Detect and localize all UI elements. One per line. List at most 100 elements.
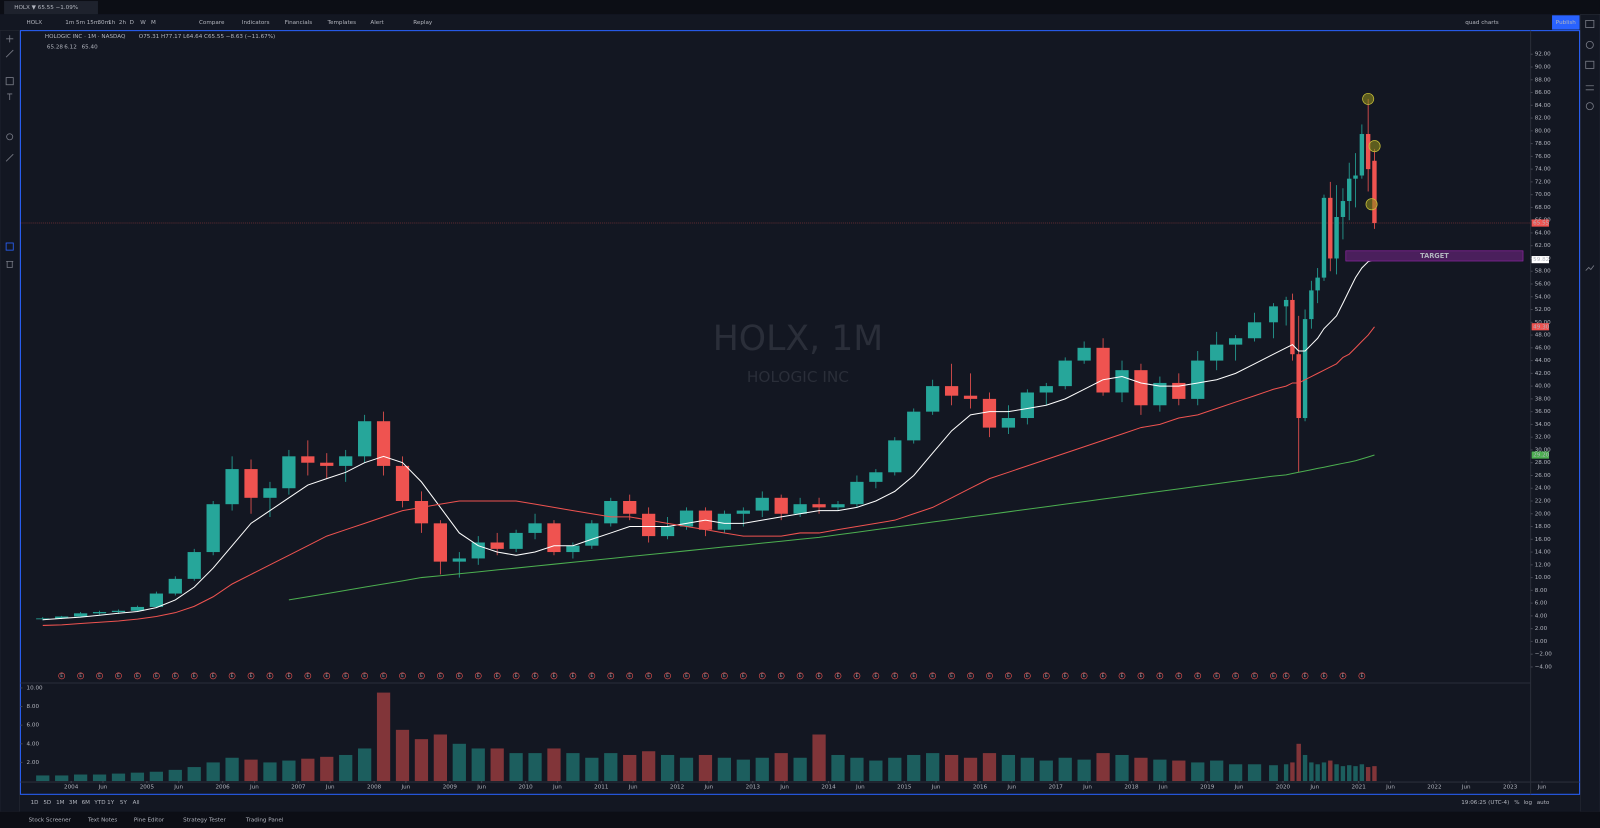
bottom-tab[interactable]: Trading Panel: [245, 817, 284, 823]
trash-icon[interactable]: [6, 260, 14, 268]
magnet-icon[interactable]: [5, 242, 14, 251]
earnings-marker[interactable]: [815, 672, 823, 680]
earnings-marker[interactable]: [1137, 672, 1145, 680]
earnings-marker[interactable]: [910, 672, 918, 680]
earnings-marker[interactable]: [1301, 672, 1309, 680]
earnings-marker[interactable]: [58, 672, 66, 680]
earnings-marker[interactable]: [929, 672, 937, 680]
earnings-marker[interactable]: [361, 672, 369, 680]
earnings-marker[interactable]: [474, 672, 482, 680]
earnings-marker[interactable]: [1080, 672, 1088, 680]
range-button[interactable]: 6M: [82, 800, 91, 806]
earnings-marker[interactable]: [266, 672, 274, 680]
layout-name[interactable]: quad charts: [1465, 20, 1498, 26]
earnings-marker[interactable]: [437, 672, 444, 680]
interval[interactable]: 30m: [97, 20, 110, 26]
news-icon[interactable]: [1585, 85, 1594, 91]
earnings-marker[interactable]: [739, 672, 747, 680]
earnings-marker[interactable]: [626, 672, 634, 680]
earnings-marker[interactable]: [986, 672, 993, 680]
earnings-marker[interactable]: [1042, 672, 1050, 680]
earnings-marker[interactable]: [1358, 672, 1366, 680]
earnings-marker[interactable]: [1061, 672, 1069, 680]
range-button[interactable]: YTD: [93, 800, 105, 806]
interval[interactable]: 2h: [119, 20, 127, 26]
earnings-marker[interactable]: [1232, 672, 1239, 680]
earnings-marker[interactable]: [418, 672, 425, 680]
earnings-marker[interactable]: [380, 672, 387, 680]
range-button[interactable]: 1Y: [107, 800, 115, 806]
chart-icon[interactable]: [1585, 265, 1595, 271]
alerts-icon[interactable]: [1585, 40, 1594, 49]
toolbar-button[interactable]: Compare: [199, 20, 225, 26]
earnings-marker[interactable]: [683, 672, 690, 680]
earnings-marker[interactable]: [96, 672, 103, 680]
earnings-marker[interactable]: [285, 672, 293, 680]
earnings-marker[interactable]: [569, 672, 577, 680]
text-icon[interactable]: [7, 93, 13, 101]
toolbar-button[interactable]: Templates: [327, 20, 357, 26]
earnings-marker[interactable]: [607, 672, 615, 680]
earnings-marker[interactable]: [702, 672, 709, 680]
earnings-marker[interactable]: [399, 672, 406, 680]
earnings-marker[interactable]: [872, 672, 880, 680]
earnings-marker[interactable]: [493, 672, 501, 680]
interval[interactable]: W: [140, 20, 146, 26]
earnings-marker[interactable]: [645, 672, 653, 680]
earnings-marker[interactable]: [134, 672, 141, 680]
earnings-marker[interactable]: [853, 672, 861, 680]
earnings-marker[interactable]: [304, 672, 312, 680]
toolbar-button[interactable]: Financials: [285, 20, 313, 26]
shape-icon[interactable]: [5, 77, 14, 86]
earnings-marker[interactable]: [190, 672, 198, 680]
range-button[interactable]: 1M: [56, 800, 65, 806]
toolbar-button[interactable]: Replay: [413, 20, 433, 26]
earnings-marker[interactable]: [77, 672, 84, 680]
auto-toggle[interactable]: auto: [1537, 800, 1550, 806]
earnings-marker[interactable]: [323, 672, 331, 680]
earnings-marker[interactable]: [1005, 672, 1012, 680]
interval[interactable]: 1m: [65, 20, 74, 26]
earnings-marker[interactable]: [891, 672, 899, 680]
earnings-marker[interactable]: [152, 672, 160, 680]
earnings-marker[interactable]: [967, 672, 974, 680]
percent-toggle[interactable]: %: [1514, 800, 1520, 806]
earnings-marker[interactable]: [1023, 672, 1031, 680]
range-button[interactable]: 5Y: [120, 800, 128, 806]
earnings-marker[interactable]: [721, 672, 728, 680]
crosshair-icon[interactable]: [6, 35, 14, 43]
earnings-marker[interactable]: [796, 672, 804, 680]
earnings-marker[interactable]: [1194, 672, 1202, 680]
earnings-marker[interactable]: [1099, 672, 1107, 680]
interval[interactable]: 15m: [87, 20, 100, 26]
bottom-tab[interactable]: Stock Screener: [29, 817, 72, 823]
bottom-tab[interactable]: Text Notes: [87, 817, 117, 823]
earnings-marker[interactable]: [948, 672, 955, 680]
earnings-marker[interactable]: [171, 672, 179, 680]
earnings-marker[interactable]: [664, 672, 671, 680]
interval[interactable]: M: [151, 20, 156, 26]
ruler-icon[interactable]: [5, 153, 14, 162]
earnings-marker[interactable]: [834, 672, 842, 680]
earnings-marker[interactable]: [247, 672, 255, 680]
watchlist-icon[interactable]: [1585, 20, 1595, 28]
earnings-marker[interactable]: [550, 672, 558, 680]
bottom-tab[interactable]: Strategy Tester: [183, 817, 226, 823]
tab[interactable]: [4, 1, 98, 15]
earnings-marker[interactable]: [777, 672, 785, 680]
interval[interactable]: 5m: [76, 20, 85, 26]
earnings-marker[interactable]: [209, 672, 217, 680]
earnings-marker[interactable]: [531, 672, 539, 680]
earnings-marker[interactable]: [1270, 672, 1277, 680]
earnings-marker[interactable]: [758, 672, 766, 680]
earnings-marker[interactable]: [512, 672, 520, 680]
bottom-tab[interactable]: Pine Editor: [134, 817, 165, 823]
earnings-marker[interactable]: [1118, 672, 1126, 680]
toolbar-button[interactable]: Indicators: [242, 20, 270, 26]
symbol[interactable]: HOLX: [27, 20, 43, 26]
earnings-marker[interactable]: [1213, 672, 1221, 680]
earnings-marker[interactable]: [1339, 672, 1347, 680]
earnings-marker[interactable]: [455, 672, 463, 680]
earnings-marker[interactable]: [1251, 672, 1258, 680]
publish-label[interactable]: Publish: [1556, 20, 1576, 26]
